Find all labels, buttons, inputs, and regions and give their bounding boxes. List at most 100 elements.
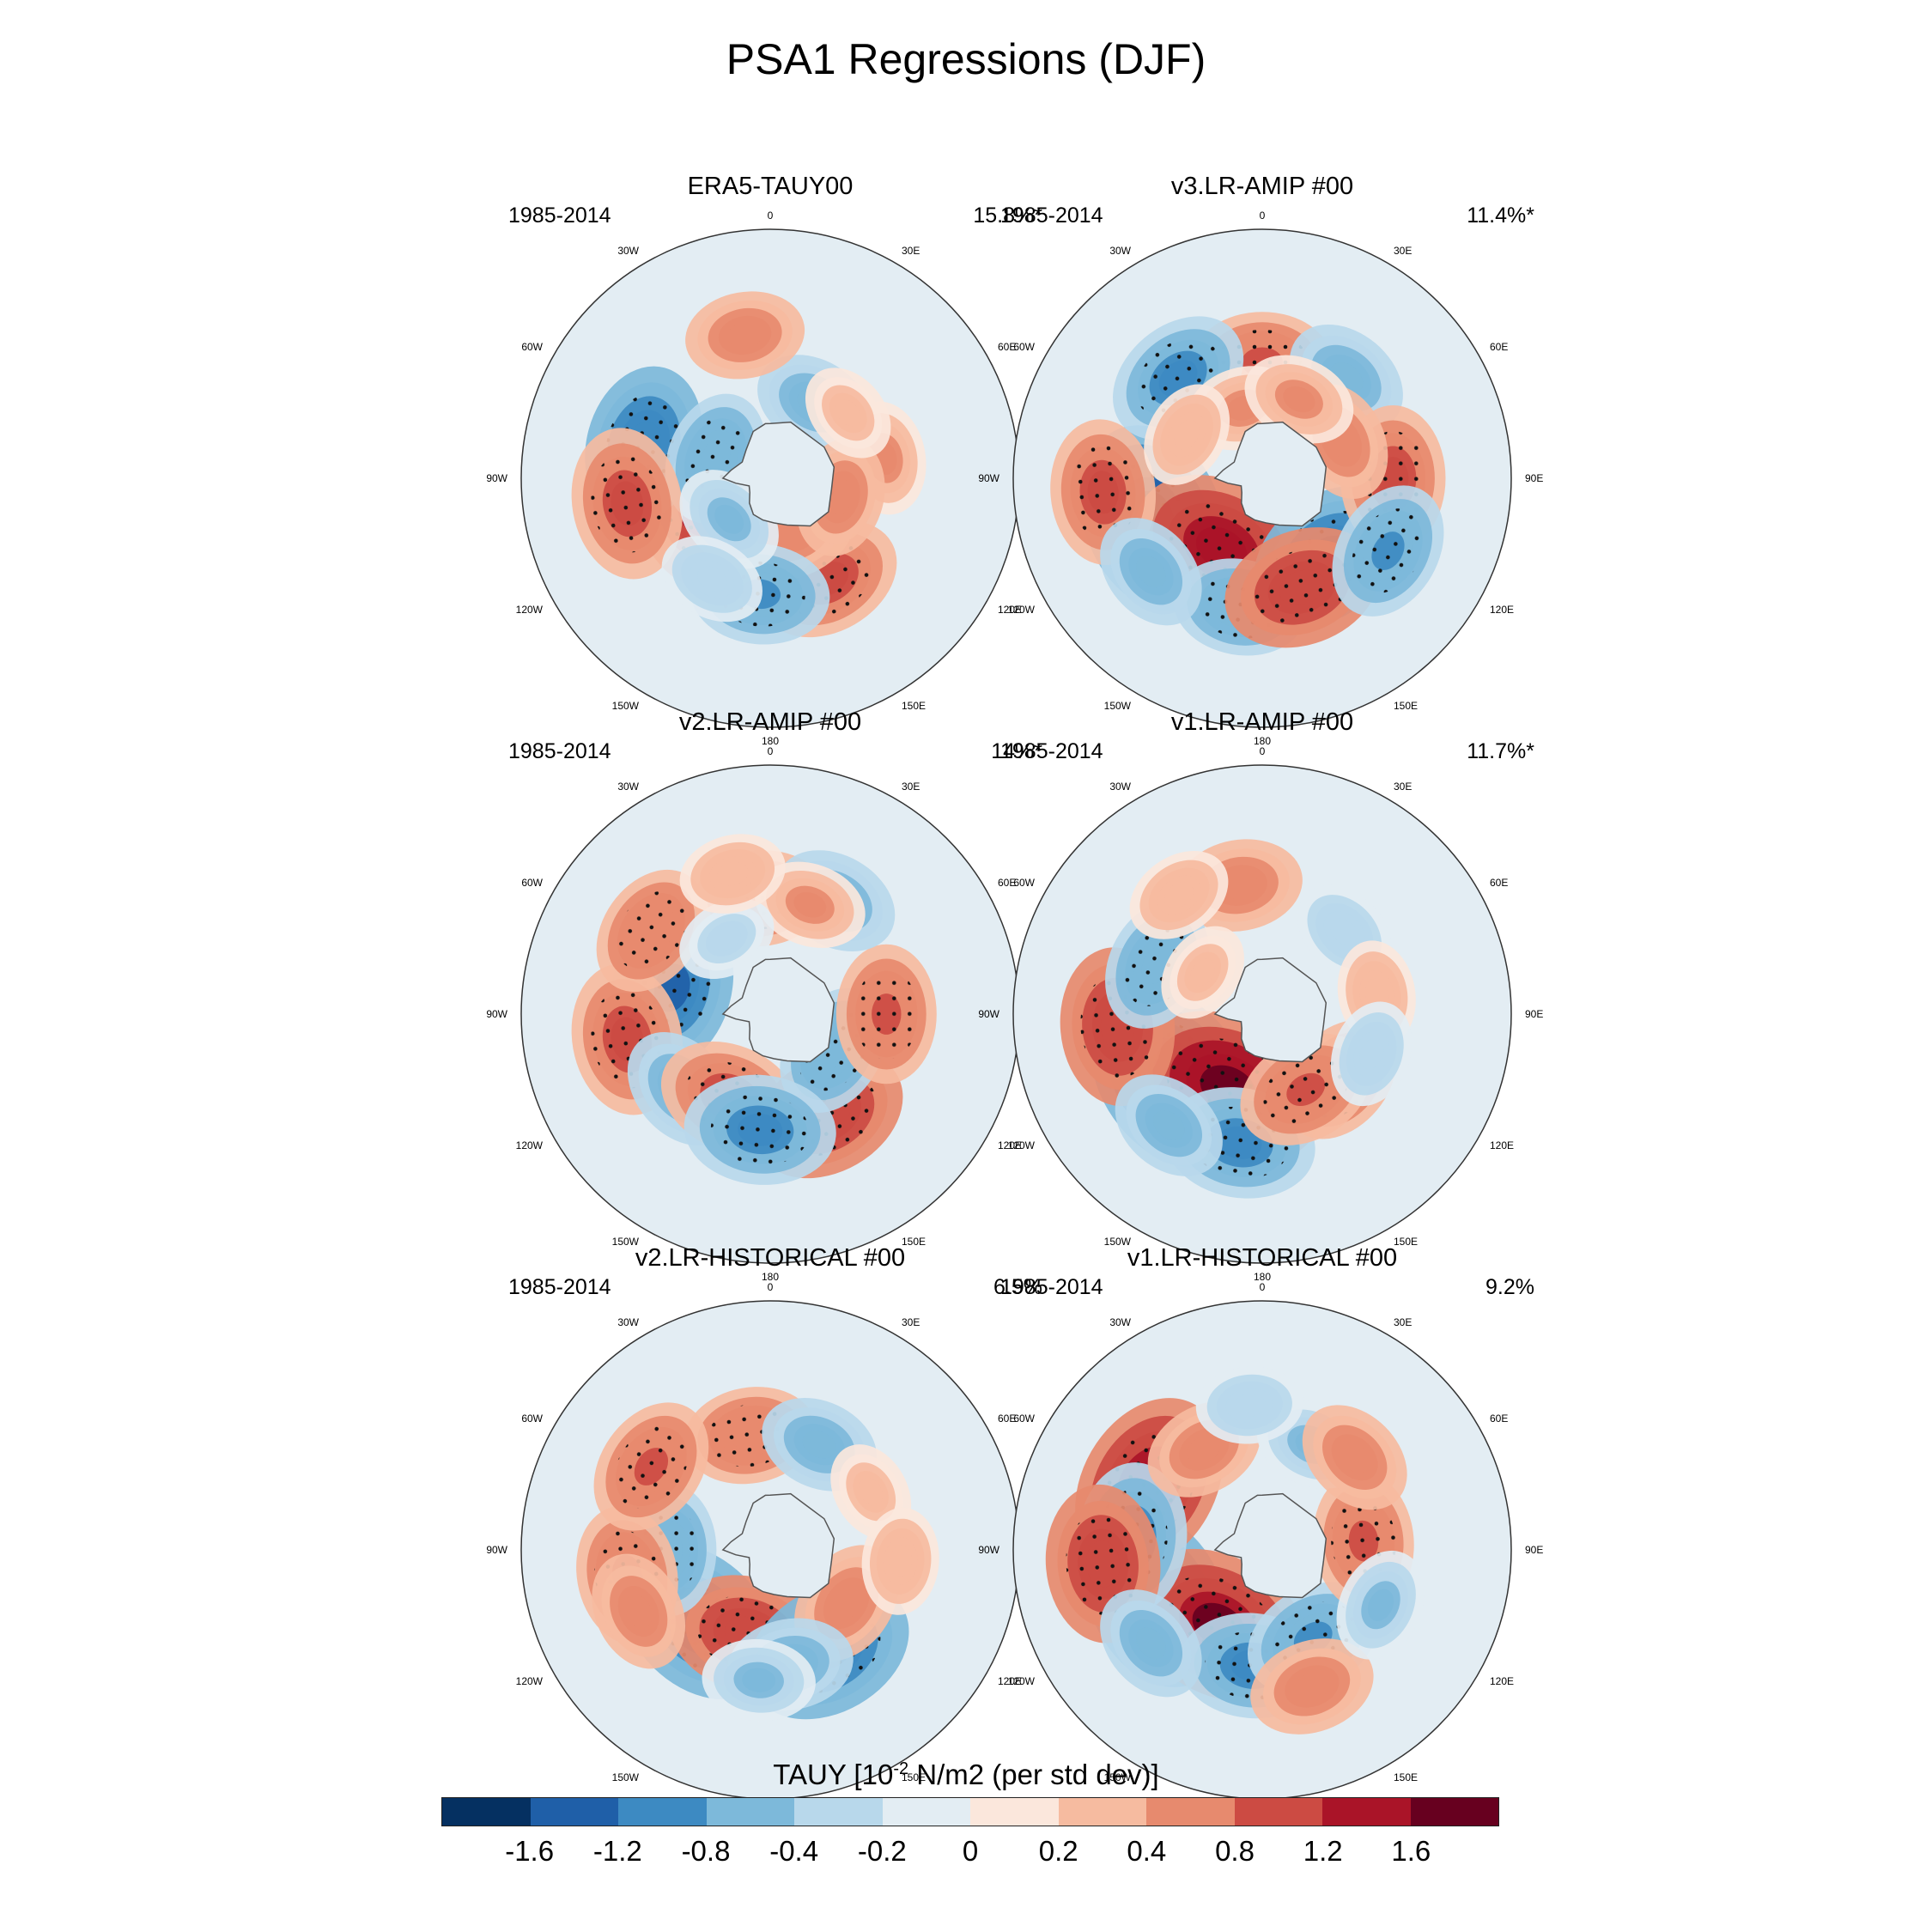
anomaly-contour	[1221, 872, 1259, 899]
anomaly-contour	[1135, 1627, 1166, 1660]
colorbar-tick-label: -0.8	[681, 1835, 731, 1867]
panel-years: 1985-2014	[508, 1275, 611, 1299]
longitude-label: 150W	[612, 700, 640, 712]
longitude-label: 120E	[998, 1139, 1022, 1151]
anomaly-contour	[1233, 1394, 1266, 1417]
longitude-label: 0	[768, 1281, 774, 1293]
map-field	[521, 1301, 1019, 1799]
colorbar-tick-label: -1.2	[592, 1835, 642, 1867]
significance-stipple	[854, 969, 920, 1060]
colorbar-units-suffix: N/m2 (per std dev)]	[908, 1759, 1159, 1790]
colorbar-tick-label: -0.4	[769, 1835, 819, 1867]
longitude-label: 60W	[1013, 341, 1035, 353]
significance-stipple	[1066, 1512, 1140, 1615]
longitude-label: 120E	[998, 1675, 1022, 1687]
map-field	[521, 229, 1019, 727]
map-panel-v2-amip: v2.LR-AMIP #00 1985-2014 14%* 030E60E90E…	[486, 708, 1051, 1283]
longitude-label: 90W	[486, 1544, 507, 1556]
anomaly-contour	[859, 1478, 883, 1506]
longitude-label: 30E	[902, 781, 920, 793]
longitude-label: 0	[768, 210, 774, 222]
map-panel-v1-amip: v1.LR-AMIP #00 1985-2014 11.7%* 0 30E 60E 9…	[978, 708, 1543, 1283]
longitude-label: 30W	[1109, 245, 1131, 257]
longitude-label: 30E	[902, 245, 920, 257]
anomaly-contour	[727, 322, 763, 349]
longitude-label: 150E	[1394, 700, 1418, 712]
anomaly-contour	[1359, 1038, 1384, 1070]
colorbar-tick-label: 1.2	[1303, 1835, 1343, 1867]
anomaly-contour	[793, 892, 827, 918]
anomaly-contour	[714, 504, 744, 534]
longitude-label: 0	[1260, 745, 1266, 757]
longitude-label: 120E	[1490, 1675, 1514, 1687]
map-field	[1013, 229, 1511, 727]
longitude-label: 0	[768, 745, 774, 757]
longitude-label: 0	[1260, 1281, 1266, 1293]
longitude-label: 60W	[1013, 1413, 1035, 1425]
longitude-label: 30W	[1109, 781, 1131, 793]
longitude-label: 150W	[1104, 1236, 1132, 1248]
colorbar-box	[970, 1798, 1059, 1826]
longitude-label: 90E	[1525, 1008, 1543, 1020]
longitude-label: 90W	[978, 472, 999, 484]
anomaly-contour	[1367, 1589, 1394, 1621]
longitude-label: 150W	[1104, 700, 1132, 712]
anomaly-contour	[1174, 419, 1200, 450]
longitude-label: 30W	[617, 245, 639, 257]
anomaly-contour	[697, 566, 727, 592]
map-field	[521, 765, 1019, 1263]
colorbar-units-exponent: -2	[893, 1759, 909, 1778]
anomaly-contour	[717, 861, 749, 886]
anomaly-contour	[827, 479, 854, 515]
panel-title: v1.LR-HISTORICAL #00	[1127, 1244, 1398, 1272]
colorbar-tick-label: -1.6	[505, 1835, 555, 1867]
main-title: PSA1 Regressions (DJF)	[726, 35, 1206, 83]
map-panel-v2-historical: v2.LR-HISTORICAL #00 1985-2014 6.5% 0 30E…	[486, 1244, 1051, 1819]
longitude-label: 180	[762, 1271, 779, 1283]
colorbar-box	[442, 1798, 531, 1826]
significance-stipple	[710, 1094, 810, 1166]
colorbar-units-prefix: TAUY [10	[773, 1759, 894, 1790]
longitude-label: 90W	[978, 1544, 999, 1556]
antarctica-coastline	[721, 957, 835, 1063]
colorbar-ticks: -1.6 -1.2 -0.8 -0.4 -0.2 0 0.2 0.4 0.8 1.2 1.6	[0, 1835, 1932, 1869]
longitude-label: 30W	[617, 1316, 639, 1328]
colorbar-box	[618, 1798, 707, 1826]
panel-title: v2.LR-HISTORICAL #00	[635, 1244, 906, 1272]
longitude-label: 60W	[521, 341, 543, 353]
colorbar-box	[706, 1798, 794, 1826]
longitude-label: 150E	[902, 1236, 926, 1248]
longitude-label: 30W	[617, 781, 639, 793]
colorbar-tick-label: 0.4	[1127, 1835, 1167, 1867]
longitude-label: 60E	[998, 877, 1016, 889]
longitude-label: 150E	[902, 1771, 926, 1783]
longitude-label: 150W	[612, 1771, 640, 1783]
anomaly-contour	[742, 1668, 776, 1692]
longitude-label: 30E	[1394, 781, 1412, 793]
panel-years: 1985-2014	[1000, 1275, 1103, 1299]
significance-stipple	[1068, 445, 1138, 540]
antarctica-coastline	[721, 1492, 835, 1599]
colorbar-tick-label: 1.6	[1391, 1835, 1431, 1867]
significance-stipple	[1352, 508, 1425, 593]
longitude-label: 60E	[1490, 341, 1508, 353]
longitude-label: 120W	[1008, 1675, 1036, 1687]
significance-stipple	[1263, 1053, 1349, 1126]
longitude-label: 60W	[1013, 877, 1035, 889]
anomaly-contour	[889, 1545, 912, 1577]
antarctica-coastline	[1213, 957, 1327, 1063]
longitude-label: 120W	[516, 1675, 544, 1687]
longitude-label: 120E	[1490, 1139, 1514, 1151]
anomaly-contour	[1187, 1435, 1221, 1464]
longitude-label: 150W	[612, 1236, 640, 1248]
longitude-label: 60E	[1490, 877, 1508, 889]
map-panel-v3-amip: v3.LR-AMIP #00 1985-2014 11.4%* 0 30E 60E 9…	[978, 173, 1543, 747]
colorbar-box	[1410, 1798, 1498, 1826]
anomaly-contour	[713, 927, 741, 951]
longitude-label: 90W	[486, 472, 507, 484]
